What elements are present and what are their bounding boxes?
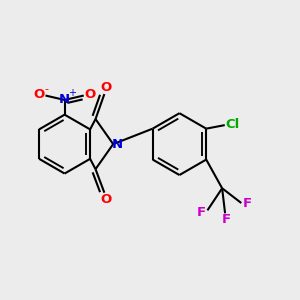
Text: O: O [85,88,96,101]
Text: O: O [33,88,45,101]
Text: -: - [45,84,49,94]
Text: +: + [68,88,76,98]
Text: N: N [112,138,123,151]
Text: N: N [59,93,70,106]
Text: O: O [100,81,112,94]
Text: F: F [222,213,231,226]
Text: O: O [100,193,112,206]
Text: F: F [243,197,252,210]
Text: F: F [196,206,206,219]
Text: Cl: Cl [225,118,239,131]
